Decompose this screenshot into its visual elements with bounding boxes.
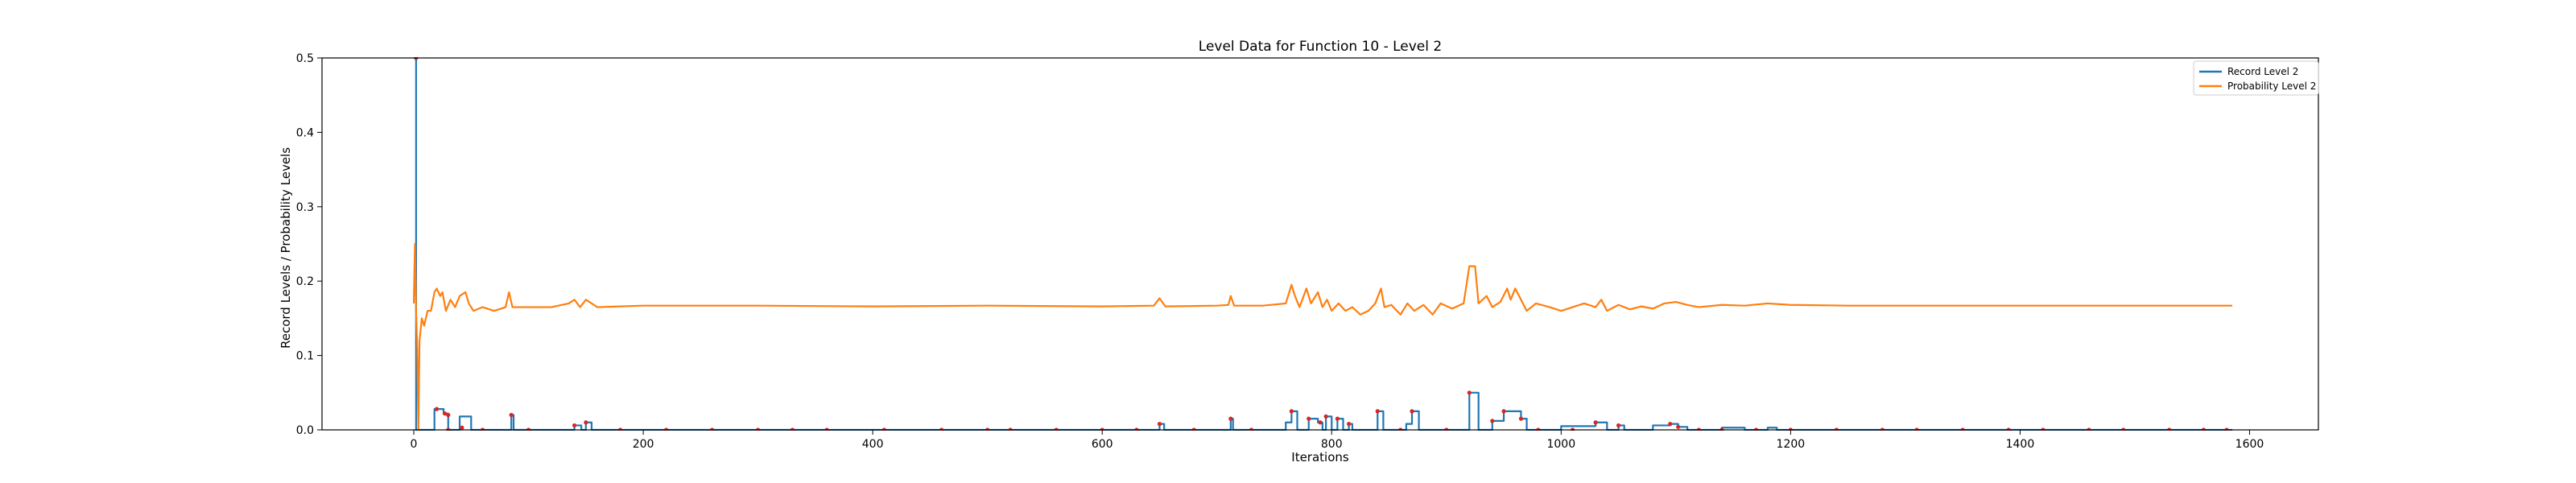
record-point-marker xyxy=(1228,416,1233,421)
record-point-marker xyxy=(446,412,451,418)
record-point-marker xyxy=(434,407,440,411)
x-tick-label: 200 xyxy=(633,438,654,451)
chart-title: Level Data for Function 10 - Level 2 xyxy=(1199,39,1442,55)
y-tick-label: 0.3 xyxy=(296,201,314,214)
record-point-marker xyxy=(1676,424,1681,429)
legend-box xyxy=(2193,60,2319,96)
y-axis: 0.0 0.1 0.2 0.3 0.4 0.5 xyxy=(296,52,322,437)
record-point-marker xyxy=(1375,409,1380,414)
record-point-marker xyxy=(1501,409,1506,414)
legend-label-probability: Probability Level 2 xyxy=(2227,80,2316,92)
series-probability-level-line xyxy=(412,242,2233,431)
record-point-marker xyxy=(1467,390,1472,395)
plot-area xyxy=(321,57,2319,431)
legend-label-record: Record Level 2 xyxy=(2227,66,2298,77)
x-tick-label: 400 xyxy=(862,438,884,451)
record-point-marker xyxy=(460,425,464,430)
x-axis: 0 200 400 600 800 1000 1200 1400 1600 xyxy=(411,430,2264,451)
x-tick-label: 1600 xyxy=(2235,438,2264,451)
record-point-marker xyxy=(1307,416,1311,421)
y-tick-label: 0.4 xyxy=(296,126,314,139)
record-point-marker xyxy=(1157,422,1162,427)
x-tick-label: 1000 xyxy=(1546,438,1575,451)
y-tick-label: 0.5 xyxy=(296,52,314,65)
record-point-marker xyxy=(1410,409,1414,414)
record-point-marker xyxy=(1593,420,1598,425)
record-point-marker xyxy=(1668,422,1673,427)
y-tick-label: 0.0 xyxy=(296,424,314,437)
record-point-marker xyxy=(1490,419,1495,423)
record-point-marker xyxy=(1335,416,1340,421)
record-point-marker xyxy=(1616,423,1621,428)
record-point-marker xyxy=(1347,422,1352,427)
x-tick-label: 1200 xyxy=(1777,438,1806,451)
y-axis-label: Record Levels / Probability Levels xyxy=(279,147,293,349)
legend: Record Level 2 Probability Level 2 xyxy=(2193,60,2319,96)
plot-frame xyxy=(321,57,2319,431)
x-tick-label: 0 xyxy=(411,438,418,451)
x-tick-label: 1400 xyxy=(2006,438,2035,451)
record-point-marker xyxy=(1318,420,1323,425)
record-point-marker xyxy=(1323,414,1328,419)
y-tick-label: 0.2 xyxy=(296,275,314,288)
y-tick-label: 0.1 xyxy=(296,350,314,363)
record-point-marker xyxy=(572,423,577,428)
record-point-marker xyxy=(509,412,514,418)
record-point-marker xyxy=(1518,416,1524,421)
x-tick-label: 800 xyxy=(1321,438,1343,451)
record-point-marker xyxy=(442,411,448,416)
record-point-marker xyxy=(584,420,588,425)
x-tick-label: 600 xyxy=(1092,438,1113,451)
x-axis-label: Iterations xyxy=(1291,450,1349,464)
record-point-marker xyxy=(1289,409,1294,414)
